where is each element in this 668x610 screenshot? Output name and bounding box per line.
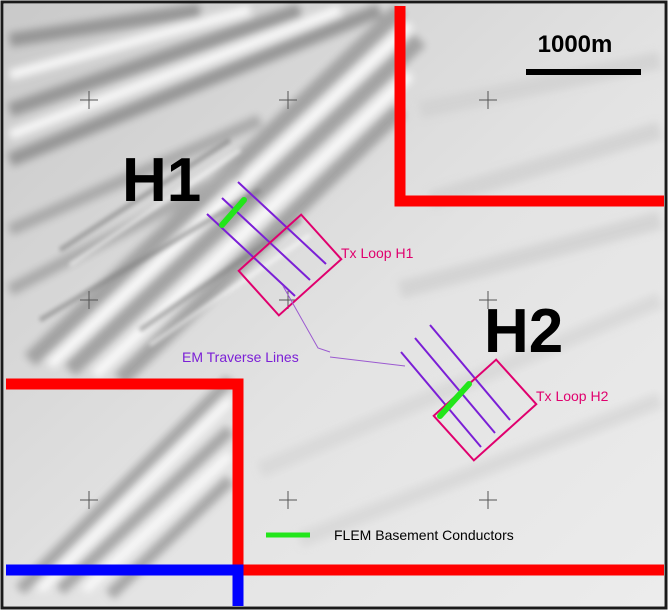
traverse-label: EM Traverse Lines [182, 349, 299, 365]
tx-loop-label-h2: Tx Loop H2 [536, 388, 609, 404]
legend-label: FLEM Basement Conductors [334, 527, 514, 543]
property-boundary-blue [6, 564, 244, 606]
scale-bar: 1000m [526, 31, 641, 75]
scale-bar-label: 1000m [538, 31, 613, 58]
flem-conductor-h2 [437, 381, 472, 419]
tx-loop-label-h1: Tx Loop H1 [341, 245, 414, 261]
flem-conductor-h1 [219, 197, 247, 228]
traverse-lines-h2 [400, 324, 511, 448]
relief-background [4, 3, 664, 606]
tx-loop-h1 [237, 213, 343, 317]
traverse-leader-lines [282, 285, 406, 367]
target-label-h1: H1 [122, 146, 201, 215]
property-boundary-red [6, 6, 664, 606]
target-label-h2: H2 [484, 297, 563, 366]
legend: FLEM Basement Conductors [266, 527, 514, 543]
